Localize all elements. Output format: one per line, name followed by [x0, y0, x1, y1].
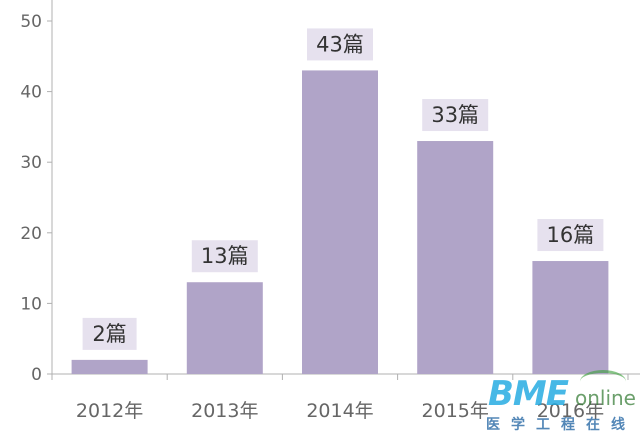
data-label-box	[82, 317, 137, 350]
data-labels: 2篇 13篇 43篇 33篇 16篇	[82, 28, 604, 350]
y-tick-label: 40	[20, 83, 42, 103]
chart-axes: 0 10 20 30 40 50 2012年 2013年 2014年 2015年 2016年	[20, 0, 640, 422]
x-tick-label: 2016年	[537, 400, 604, 422]
bars	[71, 70, 609, 375]
data-label-box	[191, 240, 258, 273]
data-label-box	[537, 219, 604, 252]
data-label: 33篇	[431, 103, 479, 127]
data-label-box	[422, 99, 489, 132]
data-label-box	[307, 28, 373, 61]
y-tick-label: 0	[31, 365, 42, 385]
y-tick-label: 50	[20, 12, 42, 32]
bar	[532, 261, 609, 374]
data-label: 13篇	[201, 244, 249, 268]
data-label: 43篇	[316, 32, 364, 56]
bar	[186, 282, 263, 374]
data-label: 2篇	[92, 322, 126, 346]
x-tick-label: 2015年	[422, 400, 489, 422]
x-tick-label: 2012年	[76, 400, 143, 422]
y-tick-label: 30	[20, 153, 42, 173]
y-tick-label: 20	[20, 224, 42, 244]
bar	[302, 70, 378, 375]
x-tick-label: 2013年	[191, 400, 258, 422]
data-label: 16篇	[547, 223, 595, 247]
y-tick-label: 10	[20, 294, 42, 314]
bar	[71, 359, 148, 374]
bar	[417, 141, 494, 374]
x-tick-label: 2014年	[306, 400, 373, 422]
